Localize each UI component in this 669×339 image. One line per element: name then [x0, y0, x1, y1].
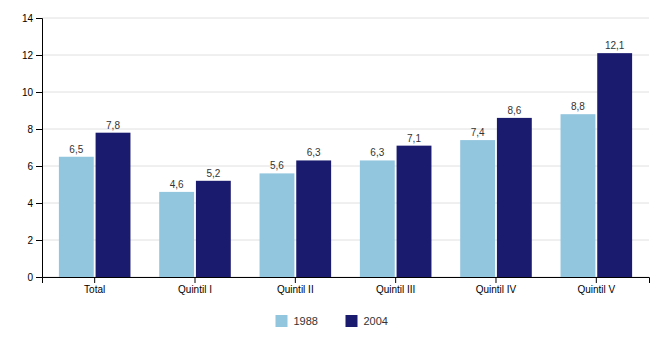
data-labels: 6,5 4,6 5,6 6,3 7,4 8,8 7,8 5,2 6,3 7,1 8,6 12,1: [69, 40, 624, 190]
bar: [360, 160, 395, 277]
x-tick: Total: [84, 277, 105, 295]
legend-item: 2004: [346, 315, 388, 327]
y-tick-mark: [36, 92, 42, 93]
x-tick-mark: [195, 277, 196, 283]
y-tick-label: 14: [22, 13, 34, 24]
bar: [260, 173, 295, 277]
y-axis-line: [36, 19, 43, 278]
y-tick-mark: [36, 55, 42, 56]
y-tick: 8: [27, 124, 42, 135]
bar: [296, 160, 331, 277]
grid-line: [42, 129, 649, 130]
y-tick-label: 6: [27, 161, 33, 172]
x-tick-label: Quintil II: [277, 284, 314, 295]
y-tick-label: 4: [27, 198, 33, 209]
data-label: 8,8: [571, 101, 585, 112]
grid-line: [42, 240, 649, 241]
y-tick: 14: [22, 13, 42, 24]
y-tick-label: 10: [22, 87, 34, 98]
legend-swatch: [346, 315, 358, 327]
x-axis: Total Quintil I Quintil II Quintil III Quint…: [43, 277, 650, 295]
data-label: 7,4: [471, 127, 485, 138]
legend-label: 2004: [364, 315, 388, 327]
bar: [196, 181, 231, 277]
y-tick: 10: [22, 87, 42, 98]
data-label: 8,6: [507, 105, 521, 116]
x-tick-mark: [94, 277, 95, 283]
x-tick-mark: [596, 277, 597, 283]
chart: 6,5 4,6 5,6 6,3 7,4 8,8 7,8 5,2 6,3 7,1 8,6 12,1 0 2 4…: [0, 0, 669, 339]
y-tick: 0: [27, 272, 42, 283]
data-label: 5,6: [270, 160, 284, 171]
y-tick: 6: [27, 161, 42, 172]
y-tick: 2: [27, 235, 42, 246]
grid-line: [42, 55, 649, 56]
bar: [397, 146, 432, 277]
bar: [59, 157, 94, 277]
x-tick-mark: [295, 277, 296, 283]
bar-series: [59, 114, 596, 277]
data-label: 6,3: [307, 147, 321, 158]
y-tick-mark: [36, 18, 42, 19]
y-tick-label: 8: [27, 124, 33, 135]
bar: [460, 140, 495, 277]
data-label: 12,1: [605, 40, 625, 51]
legend-label: 1988: [294, 315, 318, 327]
legend-item: 1988: [276, 315, 318, 327]
y-tick-mark: [36, 240, 42, 241]
bar: [96, 133, 131, 277]
x-tick: Quintil IV: [476, 277, 517, 295]
y-tick-mark: [36, 166, 42, 167]
x-tick: Quintil II: [277, 277, 314, 295]
y-tick-mark: [36, 203, 42, 204]
x-tick-label: Total: [84, 284, 105, 295]
x-tick: Quintil III: [376, 277, 415, 295]
legend-swatch: [276, 315, 288, 327]
data-label: 6,3: [370, 147, 384, 158]
bar: [159, 192, 194, 277]
bar-series: [96, 53, 633, 277]
legend: 1988 2004: [276, 315, 388, 327]
bar: [597, 53, 632, 277]
y-tick-label: 0: [27, 272, 33, 283]
plot: 6,5 4,6 5,6 6,3 7,4 8,8 7,8 5,2 6,3 7,1 8,6 12,1 0 2 4…: [22, 13, 650, 295]
data-label: 7,8: [106, 120, 120, 131]
grid: [42, 18, 649, 277]
x-tick: Quintil I: [178, 277, 212, 295]
x-tick-label: Quintil IV: [476, 284, 517, 295]
grid-line: [42, 203, 649, 204]
grid-line: [42, 166, 649, 167]
y-tick-label: 2: [27, 235, 33, 246]
y-tick-mark: [36, 277, 42, 278]
x-tick-label: Quintil III: [376, 284, 415, 295]
x-tick-label: Quintil V: [577, 284, 615, 295]
x-axis-line: [43, 278, 650, 284]
bar: [561, 114, 596, 277]
data-label: 7,1: [407, 133, 421, 144]
data-label: 6,5: [69, 144, 83, 155]
x-tick: Quintil V: [577, 277, 615, 295]
data-label: 5,2: [206, 168, 220, 179]
data-label: 4,6: [170, 179, 184, 190]
y-tick: 4: [27, 198, 42, 209]
y-tick-mark: [36, 129, 42, 130]
y-tick: 12: [22, 50, 42, 61]
y-tick-label: 12: [22, 50, 34, 61]
bar: [497, 118, 532, 277]
y-axis: 0 2 4 6 8 10 12 14: [22, 13, 43, 283]
grid-line: [42, 18, 649, 19]
x-tick-label: Quintil I: [178, 284, 212, 295]
x-tick-mark: [495, 277, 496, 283]
grid-line: [42, 92, 649, 93]
x-tick-mark: [395, 277, 396, 283]
bars: [59, 53, 632, 277]
